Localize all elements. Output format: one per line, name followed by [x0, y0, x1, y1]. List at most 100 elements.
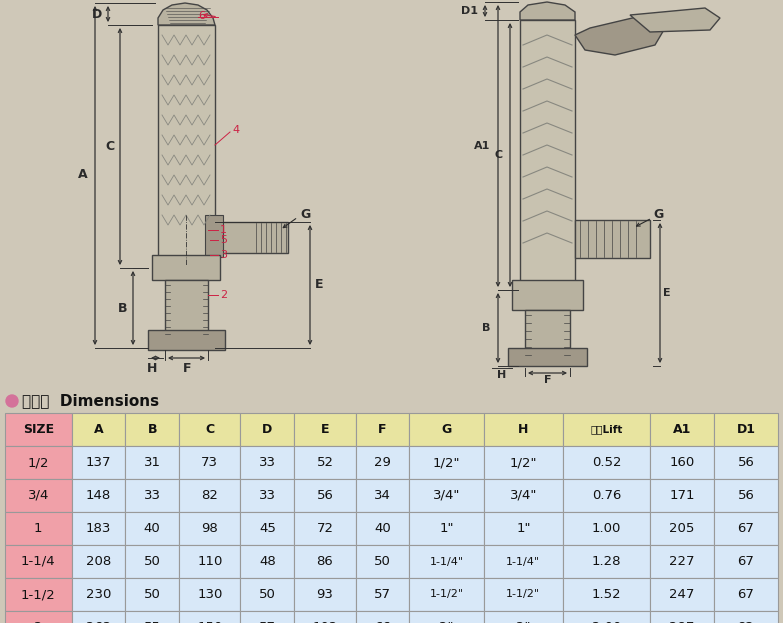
- Text: 1.00: 1.00: [592, 522, 621, 535]
- FancyBboxPatch shape: [650, 446, 714, 479]
- FancyBboxPatch shape: [294, 578, 355, 611]
- Text: 67: 67: [738, 522, 755, 535]
- Text: 31: 31: [143, 456, 161, 469]
- Text: 1: 1: [34, 522, 42, 535]
- Text: 2.00: 2.00: [592, 621, 621, 623]
- FancyBboxPatch shape: [650, 512, 714, 545]
- FancyBboxPatch shape: [484, 578, 563, 611]
- Text: A1: A1: [474, 141, 490, 151]
- FancyBboxPatch shape: [484, 611, 563, 623]
- Text: 尺寸表  Dimensions: 尺寸表 Dimensions: [22, 394, 159, 409]
- FancyBboxPatch shape: [240, 479, 294, 512]
- FancyBboxPatch shape: [484, 545, 563, 578]
- Text: 72: 72: [316, 522, 334, 535]
- Text: 0.76: 0.76: [592, 489, 621, 502]
- Text: 56: 56: [316, 489, 334, 502]
- FancyBboxPatch shape: [355, 578, 410, 611]
- Text: 2: 2: [220, 290, 227, 300]
- Text: 50: 50: [144, 588, 161, 601]
- Text: 66: 66: [374, 621, 391, 623]
- FancyBboxPatch shape: [355, 611, 410, 623]
- Text: 1": 1": [516, 522, 531, 535]
- FancyBboxPatch shape: [5, 578, 71, 611]
- FancyBboxPatch shape: [650, 479, 714, 512]
- FancyBboxPatch shape: [484, 479, 563, 512]
- FancyBboxPatch shape: [240, 611, 294, 623]
- Text: 6: 6: [198, 11, 205, 21]
- Text: 1-1/4: 1-1/4: [21, 555, 56, 568]
- Text: A: A: [94, 423, 103, 436]
- Text: 57: 57: [259, 621, 276, 623]
- FancyBboxPatch shape: [563, 446, 650, 479]
- Text: 2: 2: [34, 621, 42, 623]
- FancyBboxPatch shape: [650, 578, 714, 611]
- Text: 55: 55: [143, 621, 161, 623]
- Text: 56: 56: [738, 489, 755, 502]
- Text: 82: 82: [201, 489, 218, 502]
- Text: 0.52: 0.52: [592, 456, 621, 469]
- Text: 1/2": 1/2": [433, 456, 460, 469]
- FancyBboxPatch shape: [179, 446, 240, 479]
- Text: A: A: [78, 168, 88, 181]
- Text: 40: 40: [144, 522, 161, 535]
- Text: 1/2": 1/2": [510, 456, 537, 469]
- FancyBboxPatch shape: [294, 479, 355, 512]
- FancyBboxPatch shape: [5, 611, 71, 623]
- Text: D: D: [92, 7, 102, 21]
- Text: 183: 183: [85, 522, 111, 535]
- FancyBboxPatch shape: [508, 348, 587, 366]
- FancyBboxPatch shape: [410, 479, 484, 512]
- FancyBboxPatch shape: [563, 479, 650, 512]
- FancyBboxPatch shape: [410, 611, 484, 623]
- FancyBboxPatch shape: [5, 512, 71, 545]
- Text: 3/4: 3/4: [27, 489, 49, 502]
- FancyBboxPatch shape: [410, 578, 484, 611]
- Text: E: E: [315, 278, 323, 292]
- Text: 1.52: 1.52: [592, 588, 622, 601]
- Text: H: H: [147, 361, 157, 374]
- FancyBboxPatch shape: [71, 578, 125, 611]
- Text: 230: 230: [85, 588, 111, 601]
- Text: 2": 2": [439, 621, 454, 623]
- Text: 98: 98: [201, 522, 218, 535]
- FancyBboxPatch shape: [525, 310, 570, 360]
- Text: D: D: [262, 423, 272, 436]
- FancyBboxPatch shape: [563, 578, 650, 611]
- FancyBboxPatch shape: [520, 20, 575, 290]
- FancyBboxPatch shape: [240, 545, 294, 578]
- Text: 262: 262: [85, 621, 111, 623]
- Text: 73: 73: [201, 456, 218, 469]
- FancyBboxPatch shape: [650, 545, 714, 578]
- Text: C: C: [495, 150, 503, 160]
- Text: 揚程Lift: 揚程Lift: [590, 424, 622, 434]
- FancyBboxPatch shape: [355, 512, 410, 545]
- Text: 130: 130: [197, 588, 222, 601]
- FancyBboxPatch shape: [563, 545, 650, 578]
- FancyBboxPatch shape: [215, 222, 288, 253]
- Polygon shape: [158, 3, 215, 25]
- FancyBboxPatch shape: [294, 611, 355, 623]
- FancyBboxPatch shape: [355, 479, 410, 512]
- FancyBboxPatch shape: [563, 512, 650, 545]
- Text: B: B: [147, 423, 157, 436]
- Text: H: H: [497, 370, 507, 380]
- Text: 50: 50: [259, 588, 276, 601]
- Text: 3/4": 3/4": [510, 489, 537, 502]
- FancyBboxPatch shape: [71, 512, 125, 545]
- FancyBboxPatch shape: [484, 512, 563, 545]
- Text: 67: 67: [738, 588, 755, 601]
- FancyBboxPatch shape: [575, 220, 650, 258]
- FancyBboxPatch shape: [563, 413, 650, 446]
- Text: 102: 102: [312, 621, 337, 623]
- Text: D1: D1: [737, 423, 756, 436]
- Text: F: F: [182, 361, 191, 374]
- FancyBboxPatch shape: [179, 413, 240, 446]
- FancyBboxPatch shape: [5, 413, 71, 446]
- Text: 50: 50: [374, 555, 391, 568]
- Polygon shape: [575, 15, 665, 55]
- Text: 1: 1: [220, 225, 227, 235]
- FancyBboxPatch shape: [148, 330, 225, 350]
- FancyBboxPatch shape: [714, 578, 778, 611]
- FancyBboxPatch shape: [125, 545, 179, 578]
- Text: G: G: [300, 209, 310, 222]
